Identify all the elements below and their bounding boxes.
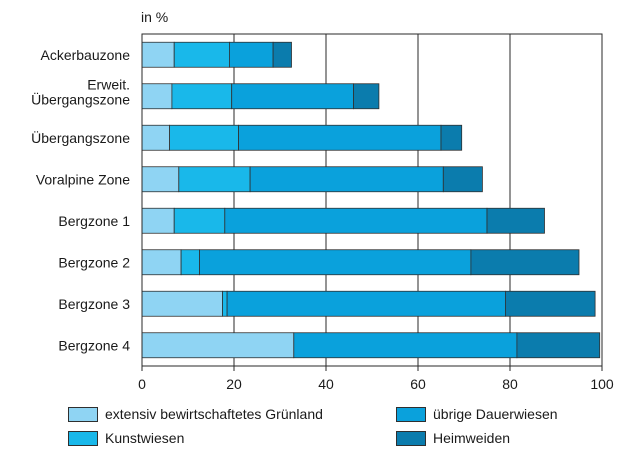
bar-segment-1-0 <box>141 83 173 110</box>
bar-segment-4-3 <box>486 207 545 234</box>
legend-item-heimweiden: Heimweiden <box>396 430 510 446</box>
bar-segment-3-3 <box>442 166 483 193</box>
bar-segment-2-2 <box>238 124 442 151</box>
y-axis-unit-label: in % <box>141 9 168 25</box>
legend-swatch-kunstwiesen <box>68 430 98 446</box>
bar-segment-3-0 <box>141 166 180 193</box>
legend-item-extensiv: extensiv bewirtschaftetes Grünland <box>68 406 323 422</box>
bar-segment-1-3 <box>353 83 380 110</box>
legend-item-kunstwiesen: Kunstwiesen <box>68 430 184 446</box>
bar-segment-2-3 <box>440 124 463 151</box>
bar-segment-2-1 <box>169 124 240 151</box>
legend-swatch-heimweiden <box>396 430 426 446</box>
legend-swatch-dauerwiesen <box>396 406 426 422</box>
bar-segment-1-1 <box>171 83 233 110</box>
stacked-bar-chart: in % Ackerbauzone Erweit. Übergangszone Übe… <box>31 9 614 392</box>
bar-segment-5-0 <box>141 249 182 276</box>
bar-segment-4-2 <box>224 207 488 234</box>
category-label-0: Ackerbauzone <box>40 47 130 63</box>
category-label-3: Voralpine Zone <box>36 171 130 187</box>
bar-segment-7-2 <box>293 332 518 359</box>
bar-segment-3-2 <box>249 166 444 193</box>
legend-item-dauerwiesen: übrige Dauerwiesen <box>396 406 558 422</box>
bar-segment-6-2 <box>226 290 506 317</box>
bar-segment-6-0 <box>141 290 223 317</box>
category-label-5: Bergzone 2 <box>58 254 130 270</box>
legend-label-heimweiden: Heimweiden <box>433 430 511 446</box>
legend-label-dauerwiesen: übrige Dauerwiesen <box>433 406 558 422</box>
bar-segment-3-1 <box>178 166 251 193</box>
x-tick-label-40: 40 <box>318 376 334 392</box>
bar-segment-7-3 <box>516 332 601 359</box>
bar-segment-5-1 <box>180 249 200 276</box>
x-tick-label-60: 60 <box>410 376 426 392</box>
legend-label-extensiv: extensiv bewirtschaftetes Grünland <box>105 406 323 422</box>
bar-segment-6-3 <box>504 290 596 317</box>
bar-segment-1-2 <box>231 83 354 110</box>
bar-segment-0-1 <box>173 41 230 68</box>
category-label-6: Bergzone 3 <box>58 296 130 312</box>
plot-frame <box>141 33 603 367</box>
x-tick-label-100: 100 <box>590 376 614 392</box>
bar-segment-0-2 <box>228 41 274 68</box>
bar-segment-4-0 <box>141 207 175 234</box>
x-tick-label-80: 80 <box>502 376 518 392</box>
bar-segment-4-1 <box>173 207 226 234</box>
bar-segment-0-3 <box>272 41 292 68</box>
x-tick-label-0: 0 <box>138 376 146 392</box>
bar-segment-6-1 <box>222 290 228 317</box>
legend-swatch-extensiv <box>68 406 98 422</box>
bar-segment-2-0 <box>141 124 171 151</box>
bar-segment-5-2 <box>199 249 472 276</box>
category-label-4: Bergzone 1 <box>58 213 130 229</box>
x-tick-label-20: 20 <box>226 376 242 392</box>
category-label-7: Bergzone 4 <box>58 337 130 353</box>
bar-segment-5-3 <box>470 249 580 276</box>
plot-area: Ackerbauzone Erweit. Übergangszone Übergang… <box>31 33 614 392</box>
legend-label-kunstwiesen: Kunstwiesen <box>105 430 185 446</box>
legend: extensiv bewirtschaftetes Grünland Kunst… <box>68 406 628 454</box>
bar-segment-7-0 <box>141 332 295 359</box>
category-label-1: Erweit. Übergangszone <box>31 76 130 107</box>
bar-segment-0-0 <box>141 41 175 68</box>
category-label-2: Übergangszone <box>31 129 130 146</box>
